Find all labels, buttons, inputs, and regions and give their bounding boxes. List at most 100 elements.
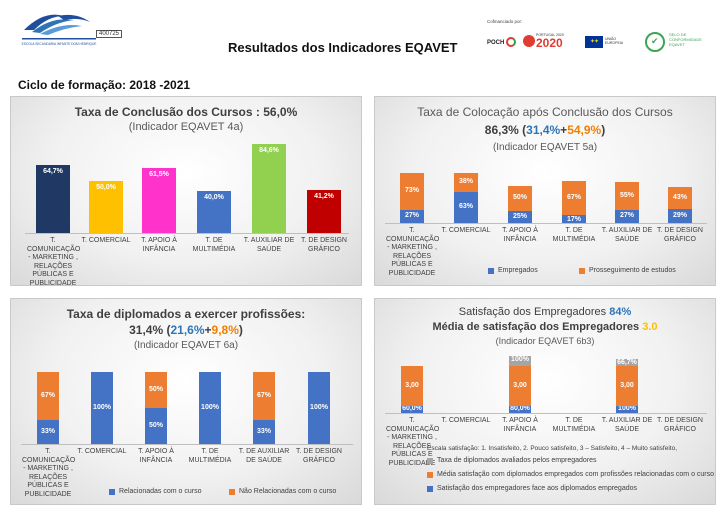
- graduates-bar-a: 100%: [308, 372, 330, 444]
- satisfaction-bar-employers: 60,0%: [401, 405, 423, 413]
- placement-subtitle: (Indicador EQAVET 5a): [492, 142, 598, 153]
- school-name: ESCOLA SECUNDÁRIA INFANTE DOM HENRIQUE: [22, 42, 97, 46]
- category-label: T. AUXILIAR DE SAÚDE: [601, 417, 653, 433]
- conclusion-bar-label: 50,0%: [96, 183, 116, 191]
- graduates-bar-a-label: 33%: [256, 428, 271, 436]
- conclusion-bar: 50,0%: [89, 180, 123, 233]
- legend-swatch: [427, 457, 433, 464]
- category-label: T. DE MULTIMÉDIA: [552, 227, 596, 243]
- graduates-bar-a-label: 100%: [310, 404, 328, 411]
- legend-label: Relacionadas com o curso: [119, 488, 202, 495]
- legend-studies: Prosseguimento de estudos: [579, 267, 676, 274]
- conclusion-bar-label: 61,5%: [149, 171, 169, 179]
- legend-label: Empregados: [498, 267, 538, 274]
- page-header: ESCOLA SECUNDÁRIA INFANTE DOM HENRIQUE 4…: [0, 0, 725, 66]
- placement-bar-a-label: 27%: [404, 212, 419, 220]
- eu-flag: ✦✦ UNIÃO EUROPEIA: [585, 32, 623, 54]
- graduates-subtitle: (Indicador EQAVET 6a): [133, 340, 239, 351]
- satisfaction-bar-mean-label: 3,00: [405, 382, 419, 389]
- category-label: T. COMERCIAL: [441, 227, 491, 234]
- conclusion-axis: [25, 233, 349, 234]
- graduates-axis: [21, 444, 353, 445]
- legend-swatch: [427, 485, 433, 492]
- category-label: T. APOIO À INFÂNCIA: [141, 237, 177, 253]
- placement-bar-b: 73%: [400, 173, 424, 210]
- placement-bar-a: 63%: [454, 191, 478, 223]
- satisfaction-bar-mean: 3,00: [401, 366, 423, 406]
- graduates-bar-a: 33%: [37, 420, 59, 444]
- legend-swatch: [109, 488, 115, 495]
- category-label: T. DE DESIGN GRÁFICO: [657, 227, 703, 243]
- category-label: T. DE MULTIMÉDIA: [192, 237, 236, 253]
- category-label: T. DE MULTIMÉDIA: [552, 417, 596, 433]
- funded-label: Cofinanciado por:: [487, 19, 523, 24]
- legend-employed: Empregados: [488, 267, 538, 274]
- placement-axis: [385, 223, 707, 224]
- satisfaction-bar-mean-label: 3,00: [513, 382, 527, 389]
- category-label: T. DE DESIGN GRÁFICO: [296, 448, 342, 464]
- legend-swatch: [579, 267, 585, 274]
- satisfaction-bar-evaluated: 66,7%: [616, 359, 638, 366]
- graduates-bar-a: 100%: [91, 372, 113, 444]
- satisfaction-legend-item: Média satisfação com diplomados empregad…: [427, 471, 715, 478]
- satisfaction-legend-item: Satisfação dos empregadores face aos dip…: [427, 485, 715, 492]
- conclusion-title: Taxa de Conclusão dos Cursos : 56,0%: [74, 105, 298, 119]
- satisfaction-subtitle: (Indicador EQAVET 6b3): [495, 336, 595, 346]
- category-label: T. APOIO À INFÂNCIA: [138, 448, 174, 464]
- graduates-bar-b-label: 67%: [256, 392, 271, 400]
- placement-bar-b-label: 43%: [672, 193, 687, 201]
- category-label: T. APOIO À INFÂNCIA: [502, 417, 538, 433]
- conclusion-bar: 41,2%: [307, 189, 341, 233]
- placement-panel: Taxa de Colocação após Conclusão dos Cur…: [374, 96, 716, 286]
- placement-bar-a: 29%: [668, 208, 692, 223]
- placement-bar-b: 43%: [668, 187, 692, 209]
- checkmark-icon: ✔: [651, 36, 659, 46]
- satisfaction-bar-employers-label: 80,0%: [510, 405, 530, 412]
- placement-bar-b: 38%: [454, 172, 478, 192]
- satisfaction-bar-mean: 3,00: [616, 366, 638, 406]
- placement-bar-b-label: 67%: [566, 193, 581, 201]
- satisfaction-bar-evaluated-label: 100%: [511, 356, 529, 363]
- placement-bar-b: 55%: [615, 182, 639, 210]
- satisfaction-legend-item: Taxa de diplomados avaliados pelos empre…: [427, 457, 715, 464]
- satisfaction-bar-evaluated-label: 66,7%: [617, 359, 637, 367]
- placement-studies-rate: 54,9%: [567, 123, 602, 137]
- conclusion-bar: 61,5%: [142, 168, 176, 233]
- conclusion-panel: Taxa de Conclusão dos Cursos : 56,0% (In…: [10, 96, 362, 286]
- conclusion-bar-label: 41,2%: [314, 192, 334, 200]
- graduates-title: Taxa de diplomados a exercer profissões:: [66, 307, 306, 321]
- legend-swatch: [427, 471, 433, 478]
- legend-label: Satisfação dos empregadores face aos dip…: [437, 485, 638, 492]
- graduates-bar-b-label: 50%: [148, 386, 163, 393]
- graduates-total: 31,4%: [129, 323, 164, 337]
- portugal2020-logo: PORTUGAL 2020 2020: [523, 32, 578, 54]
- school-code: 400725: [96, 30, 122, 38]
- conclusion-bar-label: 64,7%: [43, 168, 63, 176]
- placement-bar-a-label: 17%: [566, 215, 581, 223]
- satisfaction-rate: 84%: [609, 306, 632, 318]
- conclusion-bar: 40,0%: [197, 191, 231, 233]
- conclusion-bar-label: 84,6%: [259, 147, 279, 155]
- satisfaction-bar-employers-label: 100%: [618, 405, 636, 412]
- graduates-bar-a: 50%: [145, 408, 167, 444]
- placement-summary: 86,3% (31,4%+54,9%): [484, 123, 606, 137]
- placement-bar-a: 27%: [400, 209, 424, 223]
- graduates-bar-b: 50%: [145, 372, 167, 408]
- graduates-bar-b-label: 67%: [40, 392, 55, 400]
- conclusion-bar: 64,7%: [36, 165, 70, 233]
- graduates-bar-a-label: 50%: [148, 422, 163, 429]
- graduates-unrelated-rate: 9,8%: [211, 323, 239, 337]
- conclusion-subtitle: (Indicador EQAVET 4a): [128, 121, 244, 133]
- conclusion-bar: 84,6%: [252, 144, 286, 233]
- placement-bar-b-label: 73%: [404, 187, 419, 195]
- graduates-summary: 31,4% (21,6%+9,8%): [129, 323, 243, 337]
- placement-bar-b-label: 50%: [512, 194, 527, 201]
- placement-bar-a-label: 29%: [672, 211, 687, 219]
- category-label: T. COMERCIAL: [441, 417, 491, 424]
- satisfaction-mean-title: Média de satisfação dos Empregadores 3.0: [432, 321, 658, 333]
- legend-swatch: [488, 267, 494, 274]
- satisfaction-bar-evaluated: 100%: [509, 356, 531, 366]
- satisfaction-mean: 3.0: [642, 321, 658, 333]
- legend-label: Média satisfação com diplomados empregad…: [437, 471, 715, 478]
- category-label: T. APOIO À INFÂNCIA: [502, 227, 538, 243]
